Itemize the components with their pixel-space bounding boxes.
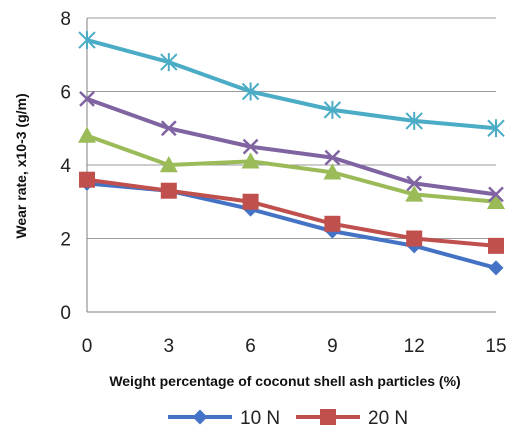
x-tick-label: 3 xyxy=(164,336,175,357)
x-axis-label: Weight percentage of coconut shell ash p… xyxy=(109,373,460,389)
legend-label: 10 N xyxy=(240,408,280,429)
series-3 xyxy=(78,126,505,209)
data-point xyxy=(242,193,259,210)
legend-marker xyxy=(192,409,208,425)
data-point xyxy=(324,149,341,166)
legend-entry: 10 N xyxy=(168,408,280,429)
series-line xyxy=(86,177,497,248)
legend-entry: 20 N xyxy=(296,408,408,429)
data-point xyxy=(242,138,259,155)
data-point xyxy=(323,163,342,180)
series-line xyxy=(86,133,497,204)
data-point xyxy=(160,182,177,199)
y-axis-label: Wear rate, x10-3 (g/m) xyxy=(13,93,29,238)
data-point xyxy=(487,192,505,209)
series-line xyxy=(86,38,497,131)
data-point xyxy=(324,215,341,232)
data-point xyxy=(488,260,504,276)
series-1 xyxy=(79,175,504,276)
data-point xyxy=(241,82,260,101)
data-point xyxy=(405,185,424,202)
data-point xyxy=(488,237,504,254)
data-point xyxy=(405,111,423,130)
x-tick-label: 6 xyxy=(245,336,256,357)
x-tick-label: 12 xyxy=(404,336,425,357)
x-tick-label: 15 xyxy=(485,336,506,357)
y-tick-label: 8 xyxy=(60,9,71,30)
series-5 xyxy=(78,31,505,138)
series-4 xyxy=(79,90,504,203)
x-tick-label: 0 xyxy=(82,336,93,357)
data-point xyxy=(160,120,177,137)
data-point xyxy=(406,175,423,192)
series-group xyxy=(78,31,505,276)
axes xyxy=(86,18,496,313)
series-line xyxy=(86,96,497,197)
y-tick-label: 6 xyxy=(60,83,71,104)
series-2 xyxy=(79,171,504,254)
y-tick-labels: 0 2 4 6 8 xyxy=(60,9,71,324)
data-point xyxy=(241,152,260,169)
data-point xyxy=(487,119,505,138)
data-point xyxy=(78,126,96,143)
grid-lines xyxy=(87,17,496,239)
data-point xyxy=(406,230,423,247)
y-tick-label: 4 xyxy=(60,156,71,177)
y-tick-label: 0 xyxy=(60,303,71,324)
x-tick-labels: 0 3 6 9 12 15 xyxy=(82,336,507,357)
data-point xyxy=(159,156,178,173)
data-point xyxy=(78,31,96,50)
y-tick-label: 2 xyxy=(60,230,71,251)
x-tick-label: 9 xyxy=(327,336,338,357)
data-point xyxy=(79,171,95,188)
legend-label: 20 N xyxy=(368,408,408,429)
data-point xyxy=(488,186,504,203)
data-point xyxy=(160,53,178,72)
legend-marker xyxy=(320,409,336,425)
data-point xyxy=(323,100,342,119)
legend: 10 N 20 N xyxy=(168,408,408,429)
data-point xyxy=(79,90,95,107)
